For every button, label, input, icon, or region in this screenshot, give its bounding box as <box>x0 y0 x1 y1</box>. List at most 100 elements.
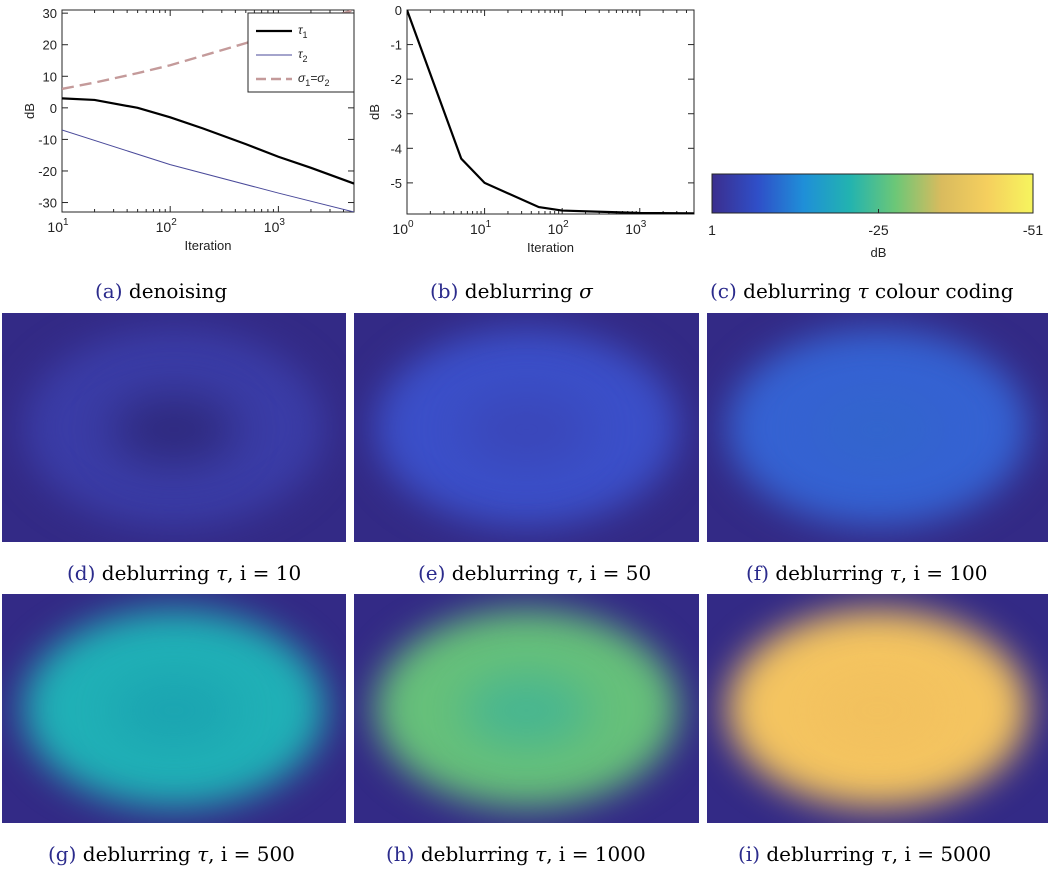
caption-e: (e) deblurring τ, i = 50 <box>418 561 651 585</box>
y-tick-label: -5 <box>390 176 402 191</box>
y-tick-label: -2 <box>390 72 402 87</box>
series-line-1 <box>62 97 354 185</box>
caption-label: (e) <box>418 561 446 585</box>
x-tick-label: 100 <box>392 219 414 237</box>
caption-math: τ <box>535 842 547 866</box>
caption-text: deblurring <box>458 279 580 303</box>
caption-text-post: , i = 5000 <box>891 842 992 866</box>
caption-math: τ <box>197 842 209 866</box>
caption-math: τ <box>216 561 228 585</box>
x-tick-label: 103 <box>625 219 647 237</box>
x-axis-label: Iteration <box>185 238 232 253</box>
y-tick-label: -20 <box>38 164 57 179</box>
x-tick-exponent: 1 <box>63 217 69 228</box>
y-tick-label: -4 <box>390 141 402 156</box>
heatmap-d <box>2 313 346 542</box>
x-tick-exponent: 3 <box>641 219 647 230</box>
heatmap-f <box>707 313 1048 542</box>
caption-label: (c) <box>710 279 737 303</box>
series-line-3 <box>62 10 354 91</box>
legend-sub-2: 2 <box>325 78 330 88</box>
y-tick-label: -1 <box>390 38 402 53</box>
y-axis-label: dB <box>22 103 37 119</box>
colorbar-tick-label: -25 <box>868 222 888 238</box>
heatmap-ellipse-center <box>464 676 589 746</box>
heatmap-g <box>2 594 346 823</box>
heatmap-ellipse-center <box>112 676 236 746</box>
heatmap-ellipse-center <box>464 395 589 465</box>
heatmap-ellipse-center <box>112 395 236 465</box>
caption-math: τ <box>566 561 578 585</box>
caption-h: (h) deblurring τ, i = 1000 <box>386 842 646 866</box>
x-tick-exponent: 2 <box>563 219 569 230</box>
caption-text-post: , i = 100 <box>900 561 988 585</box>
caption-text: deblurring <box>95 561 217 585</box>
caption-math: τ <box>880 842 892 866</box>
colorbar-label: dB <box>871 245 887 260</box>
legend-sub: 2 <box>303 54 308 64</box>
caption-d: (d) deblurring τ, i = 10 <box>67 561 301 585</box>
y-tick-label: 0 <box>50 101 57 116</box>
x-tick-exponent: 1 <box>486 219 492 230</box>
legend-label: τ1 <box>298 23 308 40</box>
legend-label-2: =σ <box>310 71 325 85</box>
caption-text-post: , i = 500 <box>208 842 295 866</box>
heatmap-h <box>354 594 699 823</box>
x-tick-exponent: 2 <box>171 217 177 228</box>
caption-label: (g) <box>48 842 77 866</box>
caption-g: (g) deblurring τ, i = 500 <box>48 842 295 866</box>
heatmap-ellipse-center <box>816 676 939 746</box>
caption-label: (i) <box>738 842 761 866</box>
colorbar <box>711 173 1034 214</box>
y-tick-label: -10 <box>38 132 57 147</box>
heatmap-e <box>354 313 699 542</box>
y-tick-label: 20 <box>43 38 57 53</box>
caption-c: (c) deblurring τ colour coding <box>710 279 1014 303</box>
caption-f: (f) deblurring τ, i = 100 <box>746 561 988 585</box>
caption-text: deblurring <box>414 842 536 866</box>
heatmap-ellipse-center <box>816 395 939 465</box>
y-tick-label: 0 <box>395 3 402 18</box>
caption-text: deblurring <box>769 561 890 585</box>
caption-label: (d) <box>67 561 96 585</box>
caption-label: (h) <box>386 842 415 866</box>
series-line-2 <box>62 129 354 212</box>
heatmap-i <box>707 594 1048 823</box>
plot-frame <box>406 9 695 215</box>
legend-sub: 1 <box>303 30 308 40</box>
colorbar-tick-label: 1 <box>708 222 716 238</box>
caption-text-post: , i = 50 <box>577 561 652 585</box>
caption-b: (b) deblurring σ <box>430 279 593 303</box>
colorbar-tick-label: -51 <box>1023 222 1043 238</box>
y-axis-label: dB <box>367 104 382 120</box>
caption-text-post: , i = 10 <box>227 561 302 585</box>
chart-area: 101 102 1033020100-10-20-30IterationdBτ1τ2… <box>22 3 1043 260</box>
chart-panel-a: 101 102 103 30 20 10 0 -10 -20 -30 Iteration dB τ1 τ2… <box>22 6 355 253</box>
x-axis-label: Iteration <box>527 240 574 255</box>
x-tick-label: 102 <box>156 217 178 235</box>
caption-text: deblurring <box>76 842 198 866</box>
caption-label: (a) <box>95 279 123 303</box>
caption-text-post: colour coding <box>868 279 1014 303</box>
chart-panel-c: 1 -25 -51 dB <box>708 173 1043 260</box>
caption-label: (f) <box>746 561 770 585</box>
x-tick-label: 101 <box>470 219 492 237</box>
caption-math: τ <box>857 279 869 303</box>
x-tick-label: 101 <box>47 217 69 235</box>
x-tick-exponent: 0 <box>408 219 414 230</box>
x-tick-label: 103 <box>264 217 286 235</box>
y-tick-label: 10 <box>43 69 57 84</box>
y-tick-label: -3 <box>390 107 402 122</box>
caption-text: deblurring <box>736 279 858 303</box>
caption-i: (i) deblurring τ, i = 5000 <box>738 842 991 866</box>
legend-label: τ2 <box>298 47 308 64</box>
caption-label: (b) <box>430 279 459 303</box>
legend-sub: 1 <box>305 78 310 88</box>
caption-text-post: , i = 1000 <box>546 842 646 866</box>
x-tick-exponent: 3 <box>279 217 285 228</box>
y-tick-label: 30 <box>43 6 57 21</box>
caption-text: deblurring <box>445 561 567 585</box>
caption-text: denoising <box>122 279 228 303</box>
x-tick-label: 102 <box>548 219 570 237</box>
